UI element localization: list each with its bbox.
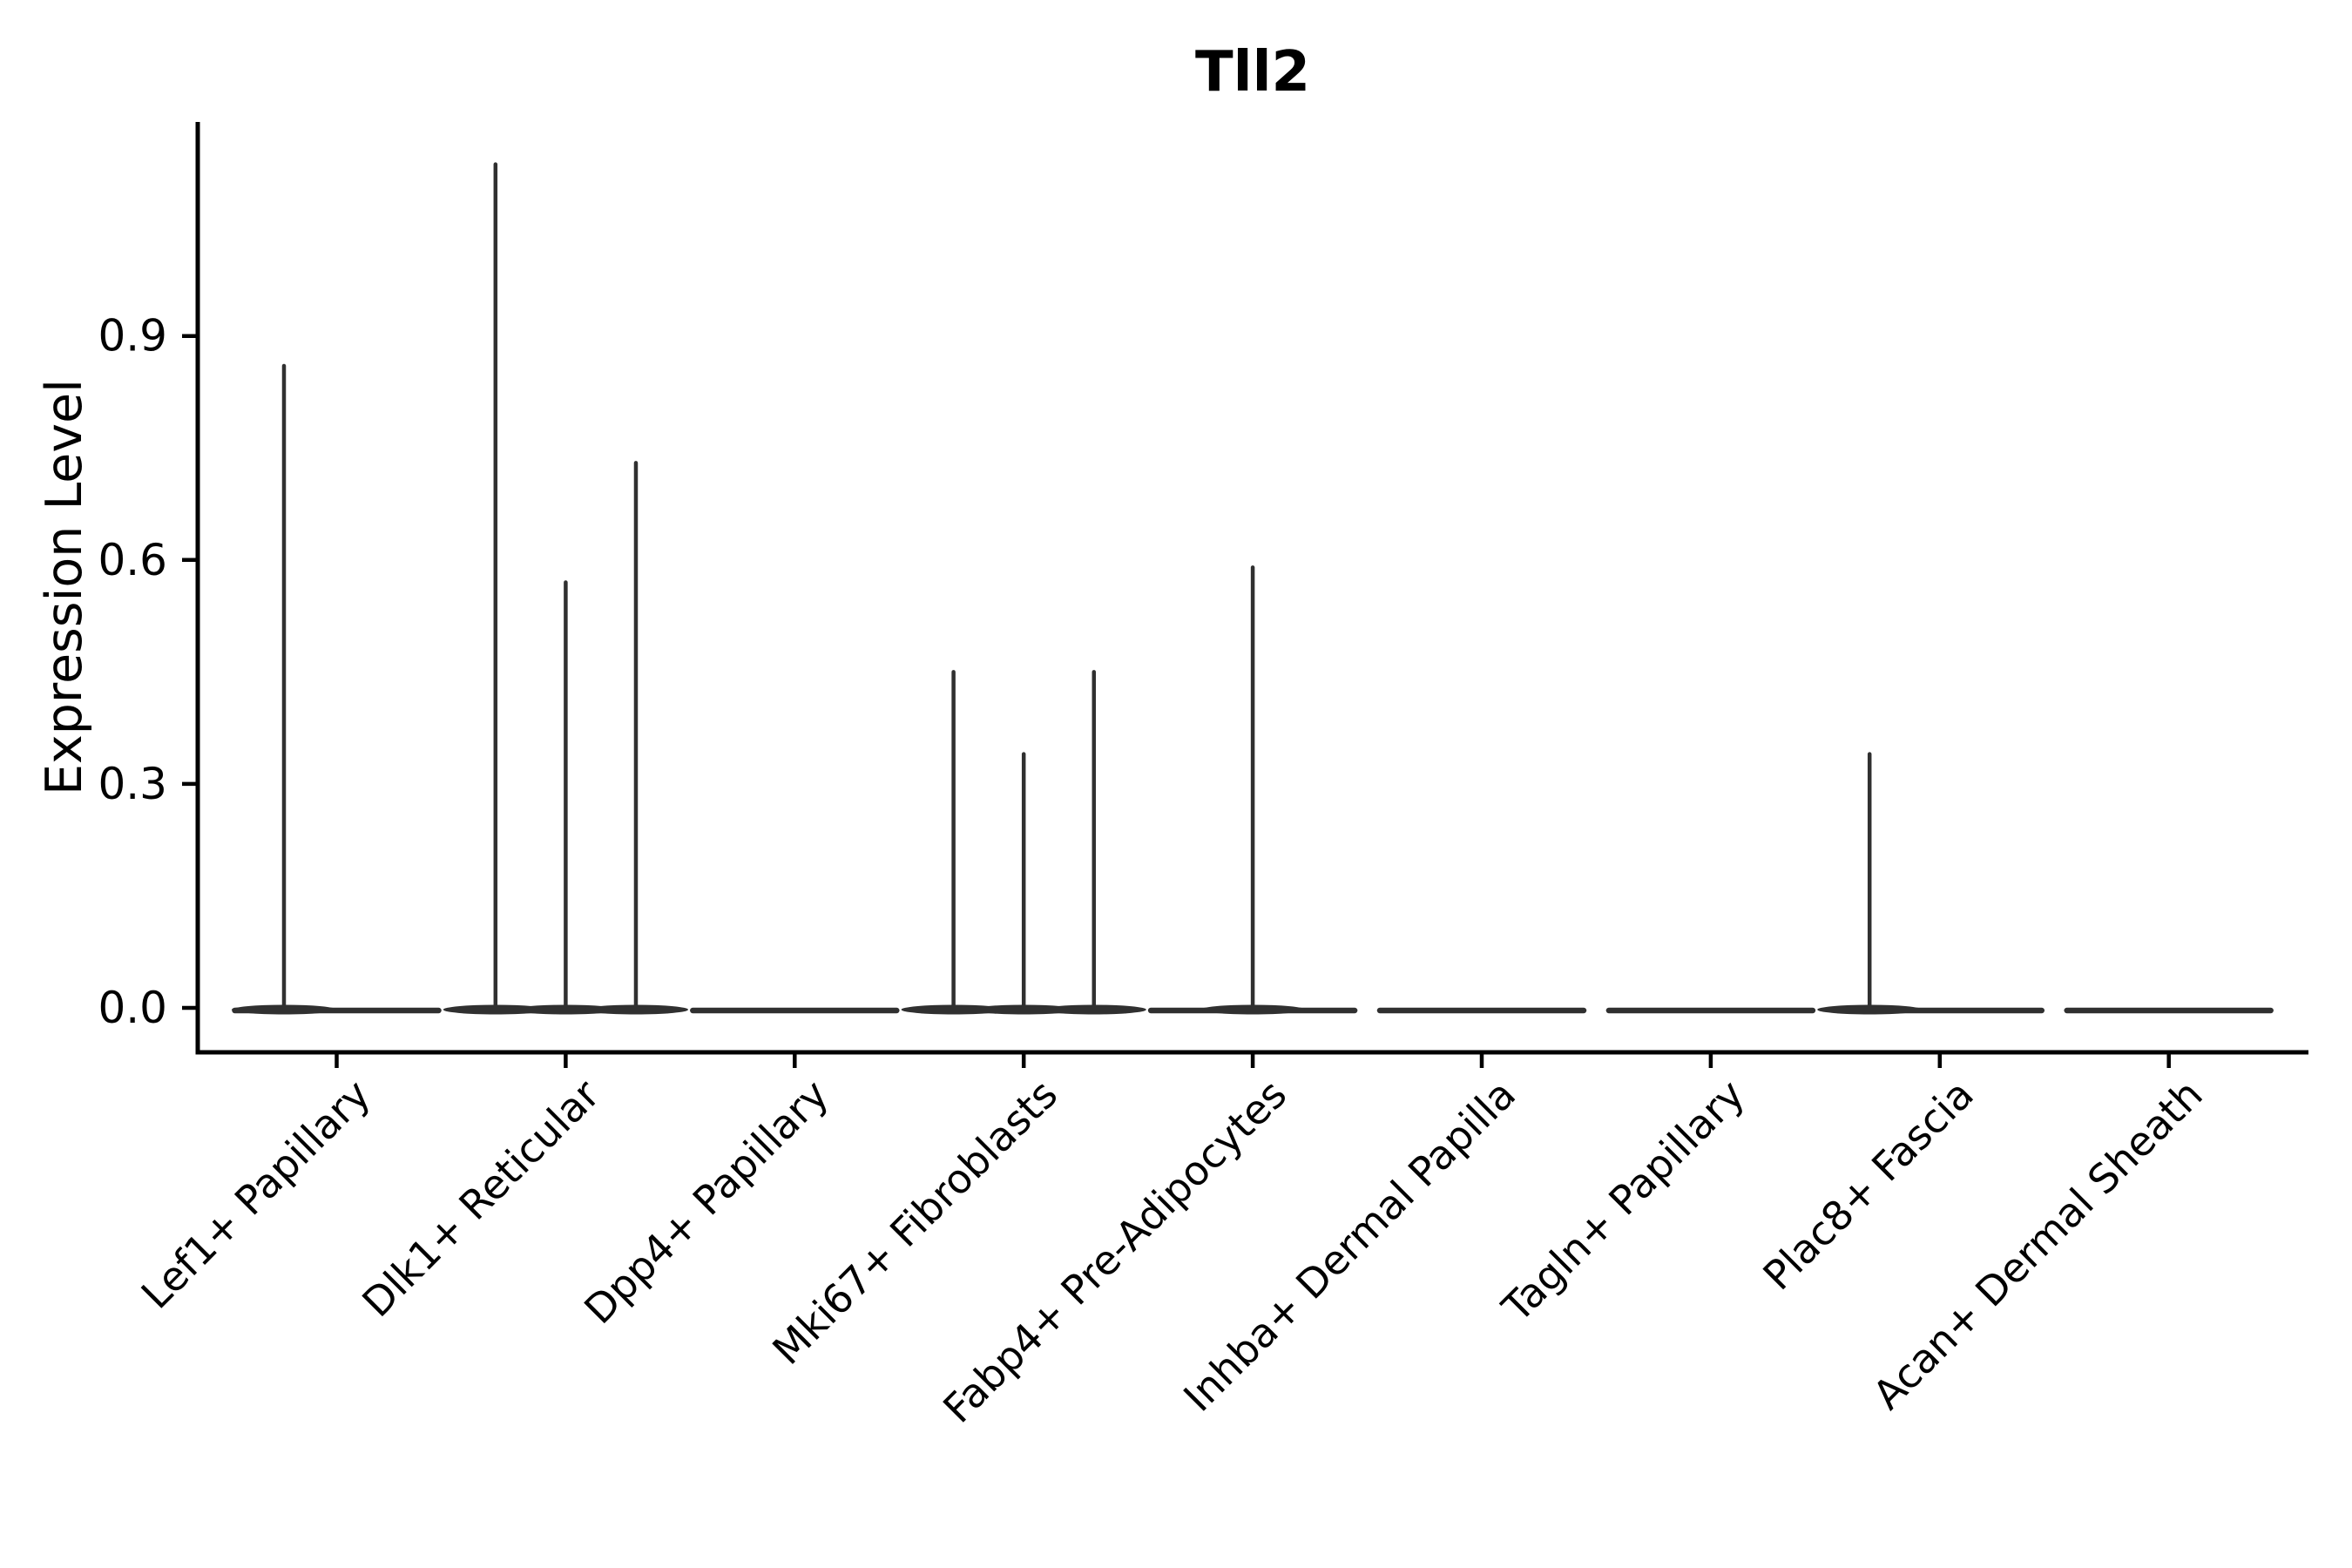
plot-title: Tll2: [1195, 40, 1310, 105]
y-tick-label: 0.3: [98, 759, 167, 809]
y-tick-label: 0.9: [98, 311, 167, 362]
x-tick-label: Tagln+ Papillary: [1492, 1071, 1754, 1332]
axes-layer: [182, 122, 2308, 1068]
y-tick-label: 0.0: [98, 983, 167, 1033]
x-tick-label: Dpp4+ Papillary: [575, 1071, 837, 1333]
y-axis-label: Expression Level: [36, 379, 93, 795]
x-tick-label: Dlk1+ Reticular: [353, 1071, 608, 1326]
y-tick-label: 0.6: [98, 535, 167, 585]
x-tick-label: Plac8+ Fascia: [1754, 1071, 1982, 1299]
violins-layer: [232, 162, 2274, 1015]
x-tick-label: Lef1+ Papillary: [132, 1071, 380, 1318]
y-tick-labels: 0.0 0.3 0.6 0.9: [98, 311, 167, 1033]
